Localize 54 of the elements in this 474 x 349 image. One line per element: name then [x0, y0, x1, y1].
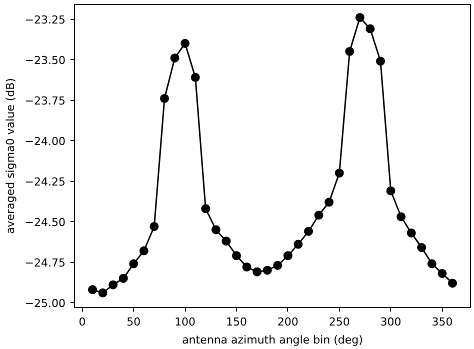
- point: [355, 12, 364, 22]
- y-tick-label: −23.50: [24, 54, 66, 68]
- point: [334, 168, 344, 178]
- point: [190, 72, 200, 82]
- point: [345, 46, 354, 56]
- x-tick-label: 300: [380, 316, 402, 328]
- x-tick-label: 100: [174, 316, 196, 328]
- y-tick-label: −23.75: [24, 94, 66, 108]
- point: [324, 198, 334, 207]
- point: [448, 278, 457, 288]
- point: [304, 226, 313, 236]
- point: [366, 24, 375, 34]
- point: [386, 186, 396, 196]
- point: [211, 225, 220, 234]
- point: [273, 260, 282, 270]
- point: [438, 268, 447, 278]
- point: [427, 259, 436, 268]
- point: [108, 280, 118, 290]
- y-tick-label: −24.75: [24, 256, 66, 270]
- point: [417, 243, 426, 252]
- point: [314, 210, 324, 220]
- point: [283, 251, 292, 260]
- y-tick-label: −25.00: [24, 297, 66, 310]
- point: [294, 240, 303, 249]
- point: [396, 212, 406, 222]
- y-tick-label: −24.00: [24, 135, 66, 148]
- point: [139, 246, 148, 256]
- point: [150, 222, 159, 231]
- x-tick-label: 150: [226, 316, 247, 328]
- point: [222, 236, 231, 246]
- x-tick-label: 350: [432, 316, 453, 328]
- point: [170, 53, 180, 62]
- point: [98, 288, 108, 298]
- point: [118, 274, 128, 283]
- point: [232, 251, 241, 260]
- point: [129, 259, 138, 268]
- point: [201, 204, 210, 214]
- y-tick-label: −23.25: [24, 14, 66, 27]
- point: [406, 228, 416, 238]
- y-axis-title: averaged sigma0 value (dB): [4, 78, 17, 234]
- x-tick-label: 50: [126, 316, 141, 328]
- y-tick-label: −24.25: [24, 176, 66, 189]
- point: [376, 56, 385, 66]
- point: [160, 94, 169, 103]
- point: [180, 38, 190, 48]
- x-tick-label: 0: [78, 316, 86, 328]
- point: [88, 285, 97, 294]
- point: [252, 267, 262, 276]
- point: [262, 266, 272, 275]
- point: [242, 262, 252, 272]
- x-tick-label: 250: [328, 316, 350, 328]
- y-tick-label: −24.50: [24, 216, 66, 230]
- x-tick-label: 200: [277, 316, 298, 328]
- x-axis-title: antenna azimuth angle bin (deg): [182, 334, 363, 346]
